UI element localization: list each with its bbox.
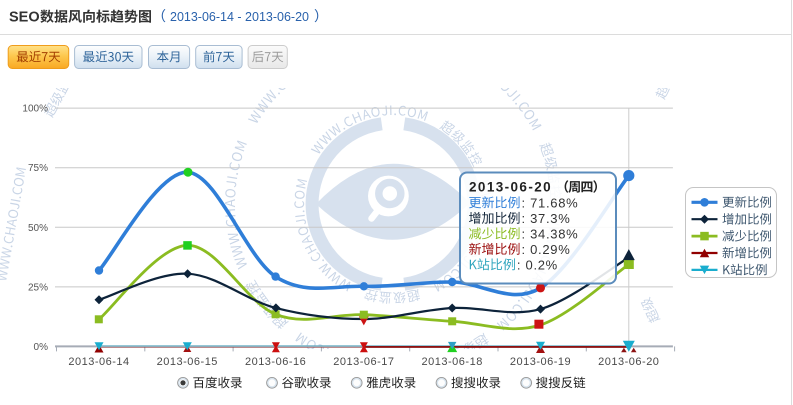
- svg-text:: 0.2%: : 0.2%: [517, 257, 558, 272]
- svg-text:: 0.29%: : 0.29%: [522, 242, 571, 257]
- svg-text:: 71.68%: : 71.68%: [522, 195, 579, 210]
- svg-text:2013-06-14 - 2013-06-20: 2013-06-14 - 2013-06-20: [170, 10, 309, 24]
- svg-text:2013-06-14: 2013-06-14: [68, 356, 129, 368]
- svg-text:25%: 25%: [28, 282, 48, 293]
- svg-text:50%: 50%: [28, 223, 48, 234]
- svg-text:2013-06-18: 2013-06-18: [422, 356, 483, 368]
- svg-text:2013-06-15: 2013-06-15: [157, 356, 218, 368]
- svg-text:SEO: SEO: [9, 10, 40, 26]
- svg-text:2013-06-20: 2013-06-20: [469, 180, 552, 195]
- svg-text:2013-06-20: 2013-06-20: [598, 356, 659, 368]
- svg-text:2013-06-16: 2013-06-16: [245, 356, 306, 368]
- svg-text:: 34.38%: : 34.38%: [522, 226, 579, 241]
- svg-text:75%: 75%: [28, 163, 48, 174]
- svg-text:2013-06-17: 2013-06-17: [333, 356, 394, 368]
- svg-text:100%: 100%: [22, 104, 48, 115]
- svg-text:: 37.3%: : 37.3%: [522, 211, 571, 226]
- svg-text:2013-06-19: 2013-06-19: [510, 356, 571, 368]
- svg-text:0%: 0%: [34, 342, 49, 353]
